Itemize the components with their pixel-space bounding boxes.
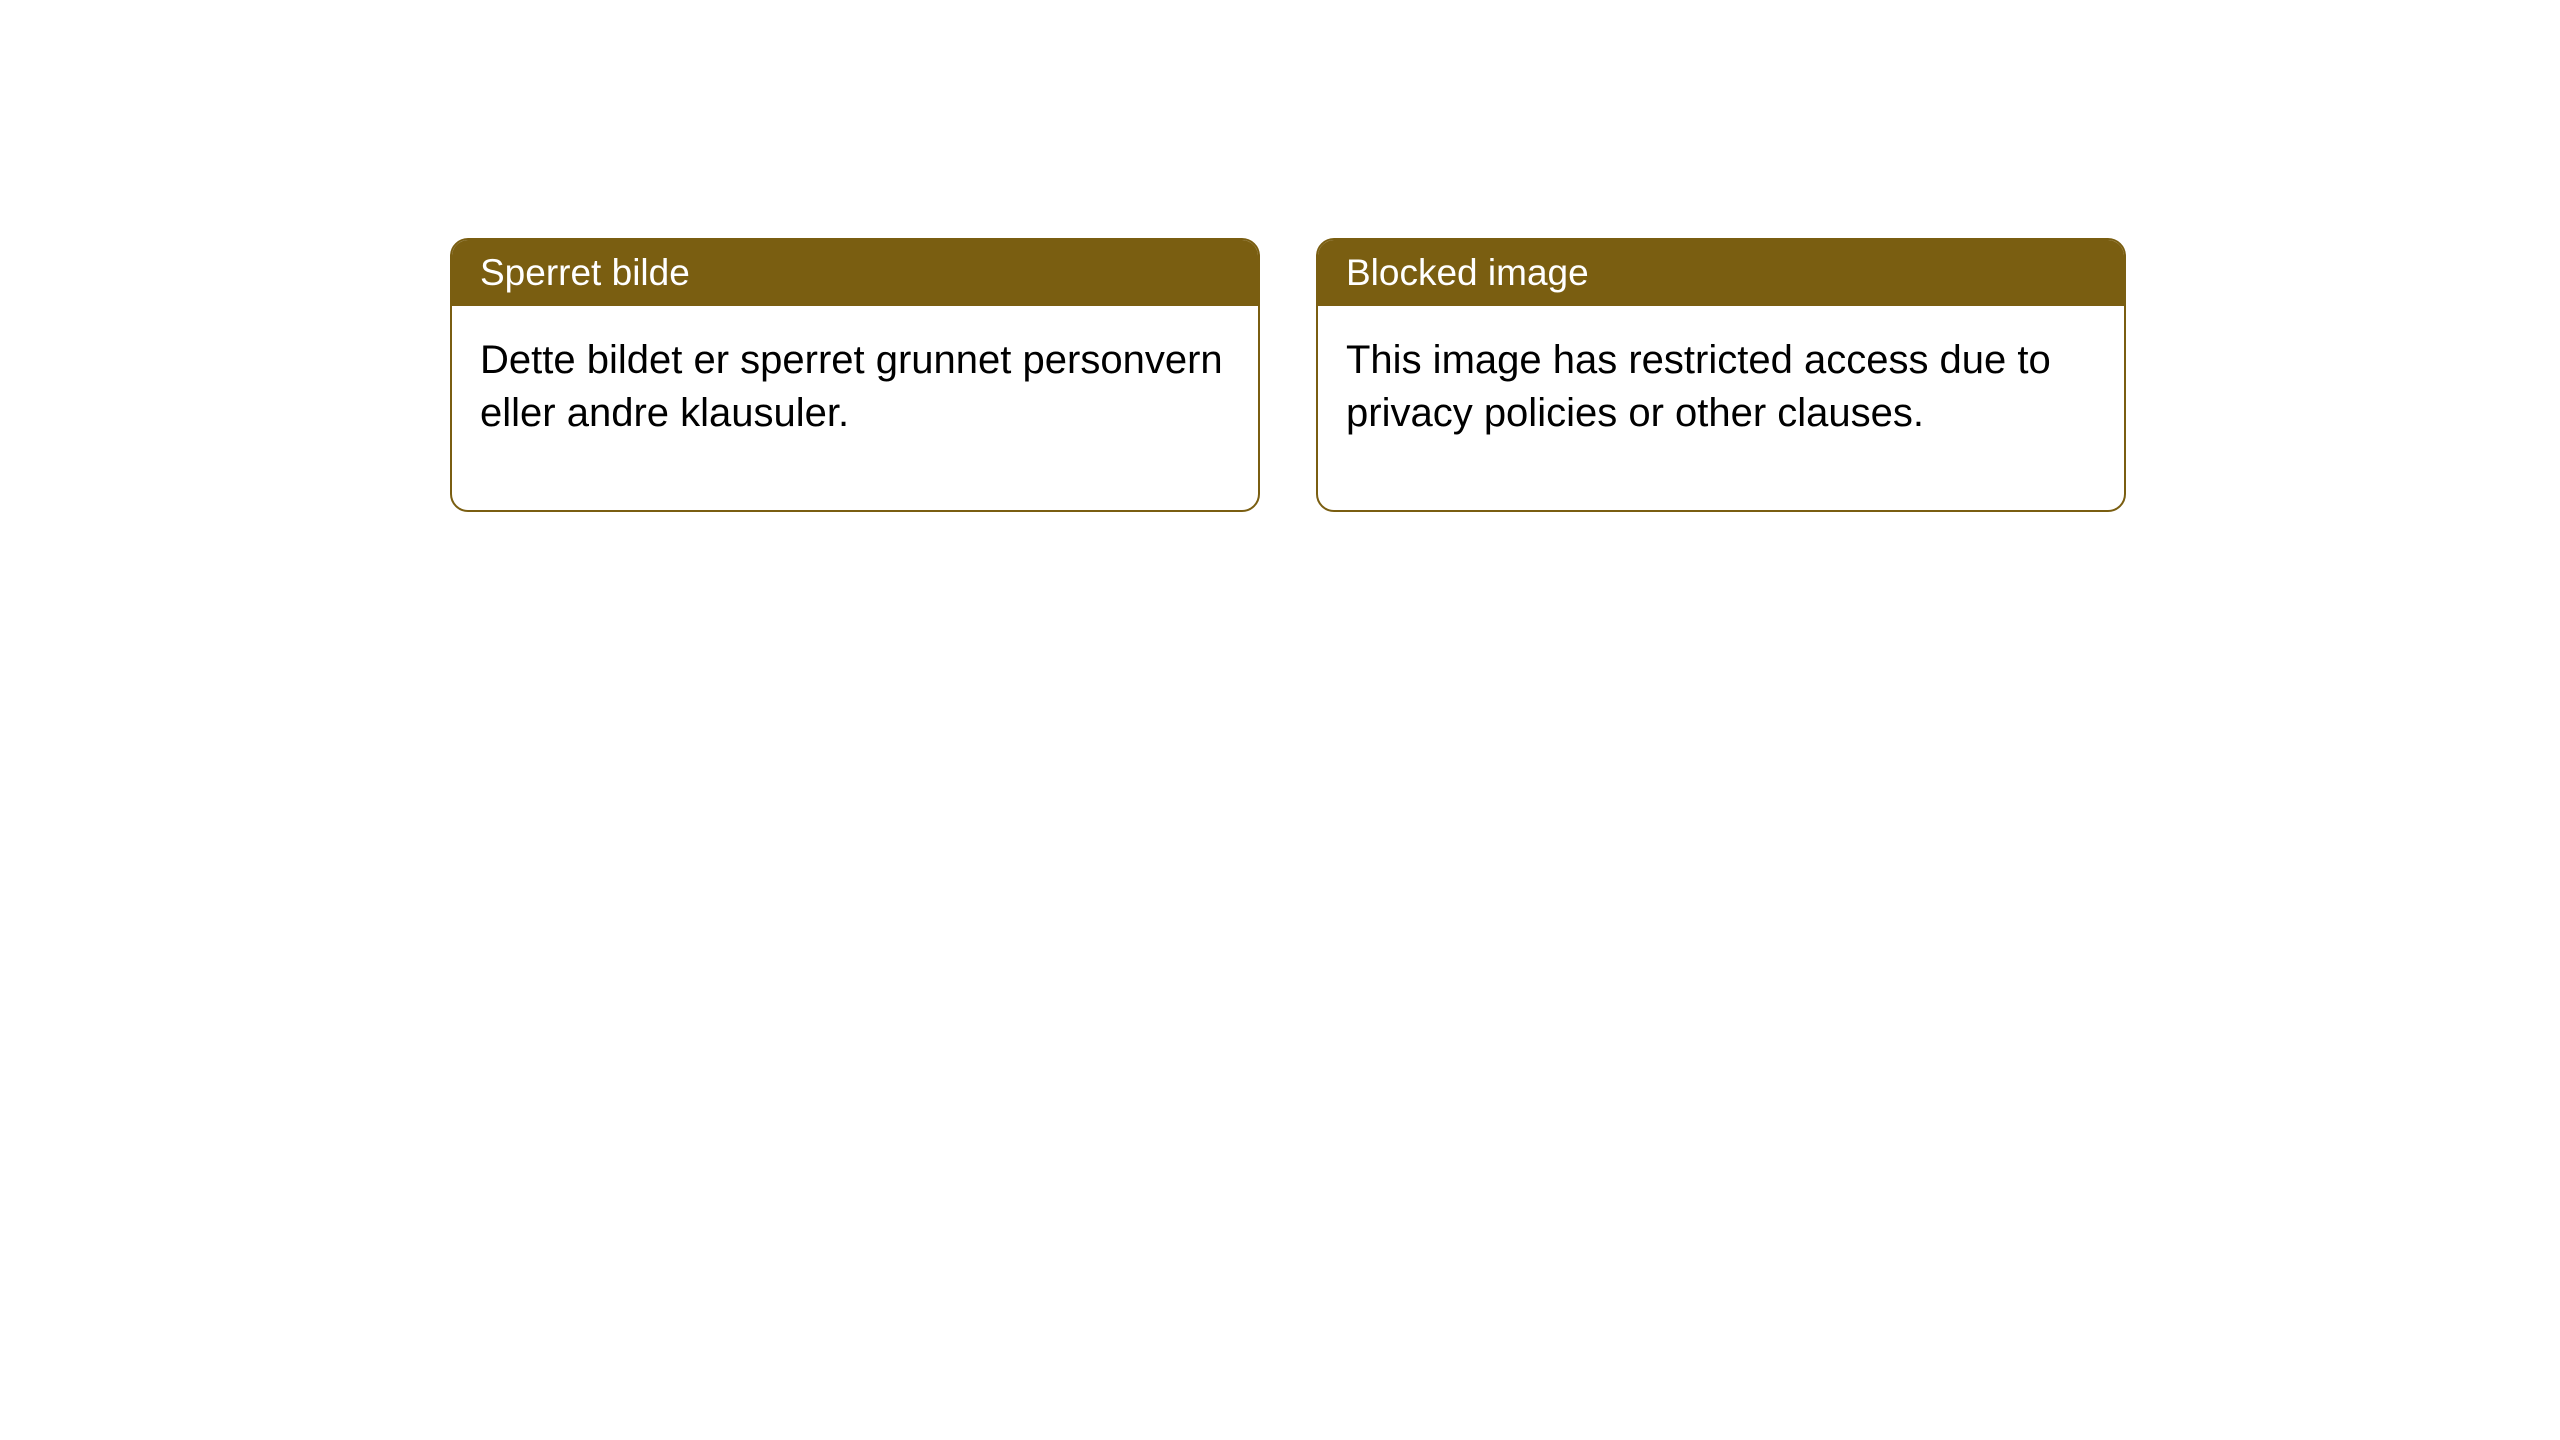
notice-card-no: Sperret bilde Dette bildet er sperret gr… xyxy=(450,238,1260,512)
notice-container: Sperret bilde Dette bildet er sperret gr… xyxy=(0,0,2560,512)
card-body-no: Dette bildet er sperret grunnet personve… xyxy=(452,306,1258,510)
card-header-no: Sperret bilde xyxy=(452,240,1258,306)
card-body-en: This image has restricted access due to … xyxy=(1318,306,2124,510)
notice-card-en: Blocked image This image has restricted … xyxy=(1316,238,2126,512)
card-header-en: Blocked image xyxy=(1318,240,2124,306)
